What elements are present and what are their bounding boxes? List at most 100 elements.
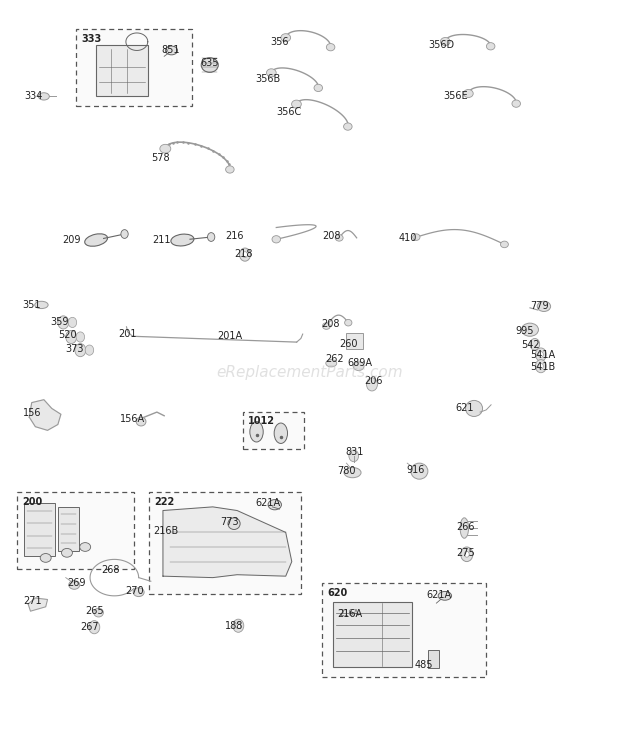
- Text: 635: 635: [201, 58, 219, 68]
- Circle shape: [233, 619, 244, 632]
- Text: 211: 211: [152, 235, 171, 245]
- Circle shape: [464, 551, 469, 557]
- Text: 216: 216: [225, 231, 244, 241]
- Text: 773: 773: [220, 517, 239, 527]
- FancyBboxPatch shape: [149, 493, 301, 594]
- Circle shape: [349, 450, 358, 462]
- Text: 356E: 356E: [444, 91, 468, 100]
- Circle shape: [536, 359, 546, 373]
- Text: 779: 779: [530, 301, 549, 311]
- Text: 351: 351: [22, 300, 40, 310]
- Ellipse shape: [202, 58, 218, 72]
- Ellipse shape: [274, 423, 288, 443]
- Ellipse shape: [487, 42, 495, 50]
- Text: 206: 206: [365, 376, 383, 385]
- Text: 208: 208: [321, 319, 339, 329]
- Ellipse shape: [133, 588, 144, 597]
- Ellipse shape: [326, 359, 337, 367]
- Text: 578: 578: [151, 153, 169, 164]
- Text: 334: 334: [24, 92, 43, 101]
- Ellipse shape: [35, 301, 48, 309]
- Text: 267: 267: [81, 622, 99, 632]
- Text: 222: 222: [154, 497, 174, 507]
- Ellipse shape: [353, 362, 364, 371]
- Ellipse shape: [512, 100, 520, 107]
- Ellipse shape: [440, 37, 450, 45]
- FancyBboxPatch shape: [347, 333, 363, 349]
- Circle shape: [530, 339, 539, 350]
- Text: 265: 265: [85, 606, 104, 616]
- Ellipse shape: [94, 609, 104, 617]
- Ellipse shape: [171, 234, 194, 246]
- Ellipse shape: [136, 417, 146, 426]
- Text: 188: 188: [225, 620, 243, 631]
- Ellipse shape: [335, 234, 343, 241]
- FancyBboxPatch shape: [24, 503, 55, 556]
- Circle shape: [366, 378, 378, 391]
- FancyBboxPatch shape: [428, 650, 440, 668]
- Text: 359: 359: [50, 317, 68, 327]
- Text: 995: 995: [515, 326, 534, 336]
- Ellipse shape: [38, 93, 50, 100]
- Circle shape: [76, 332, 84, 342]
- Ellipse shape: [166, 46, 177, 55]
- FancyBboxPatch shape: [243, 412, 304, 449]
- Ellipse shape: [464, 89, 473, 97]
- Ellipse shape: [85, 234, 107, 246]
- Text: 275: 275: [456, 548, 474, 558]
- Text: 356D: 356D: [428, 39, 454, 50]
- Text: 200: 200: [22, 497, 42, 507]
- Text: eReplacementParts.com: eReplacementParts.com: [216, 365, 404, 379]
- Circle shape: [66, 330, 77, 344]
- Ellipse shape: [466, 400, 482, 417]
- Ellipse shape: [281, 33, 291, 42]
- Circle shape: [242, 251, 247, 257]
- Ellipse shape: [322, 323, 330, 330]
- Text: 216B: 216B: [153, 526, 179, 536]
- Ellipse shape: [314, 84, 322, 92]
- Polygon shape: [163, 507, 292, 577]
- Text: 916: 916: [406, 466, 424, 475]
- Circle shape: [89, 620, 100, 634]
- Text: 780: 780: [337, 466, 356, 476]
- Ellipse shape: [272, 236, 280, 243]
- FancyBboxPatch shape: [322, 583, 486, 677]
- Ellipse shape: [411, 463, 428, 479]
- Text: 541A: 541A: [530, 350, 555, 359]
- Text: 270: 270: [125, 586, 144, 596]
- Ellipse shape: [345, 319, 352, 326]
- Text: 209: 209: [63, 235, 81, 245]
- Text: 262: 262: [325, 354, 344, 364]
- Circle shape: [85, 345, 94, 355]
- Ellipse shape: [61, 548, 73, 557]
- Text: 216A: 216A: [339, 609, 359, 618]
- Circle shape: [68, 318, 77, 327]
- Ellipse shape: [460, 518, 469, 538]
- Text: 373: 373: [66, 344, 84, 353]
- Ellipse shape: [228, 518, 240, 530]
- Text: 156: 156: [23, 408, 42, 418]
- Text: 156A: 156A: [120, 414, 146, 424]
- Ellipse shape: [438, 591, 451, 600]
- Ellipse shape: [500, 241, 508, 248]
- Text: 851: 851: [161, 45, 180, 55]
- Text: 356C: 356C: [277, 106, 302, 117]
- Ellipse shape: [267, 68, 276, 77]
- Ellipse shape: [343, 123, 352, 130]
- Text: 621: 621: [456, 403, 474, 413]
- Text: 356: 356: [270, 37, 289, 48]
- FancyBboxPatch shape: [58, 507, 79, 551]
- Text: 541B: 541B: [530, 362, 555, 372]
- Circle shape: [121, 230, 128, 238]
- Polygon shape: [29, 400, 61, 430]
- Ellipse shape: [344, 467, 361, 478]
- Text: 216A: 216A: [337, 609, 363, 619]
- Text: 268: 268: [102, 565, 120, 575]
- Text: 620: 620: [327, 588, 347, 598]
- Ellipse shape: [521, 323, 538, 336]
- Text: 542: 542: [521, 340, 539, 350]
- Ellipse shape: [40, 554, 51, 562]
- Text: 271: 271: [23, 596, 42, 606]
- Ellipse shape: [326, 44, 335, 51]
- Text: 269: 269: [67, 578, 86, 589]
